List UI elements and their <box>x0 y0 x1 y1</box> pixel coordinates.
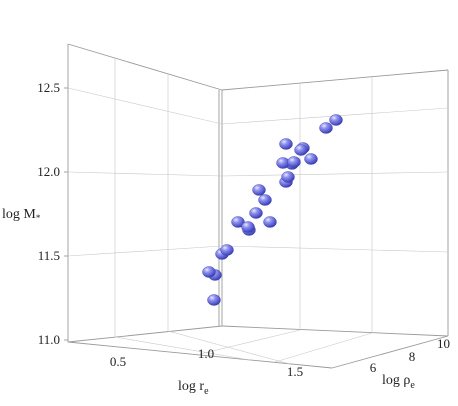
grid-floor-x-1.0 <box>167 330 291 365</box>
grid-z-11.5-left <box>67 245 223 257</box>
data-point <box>231 216 245 228</box>
grid-floor-y-6 <box>199 329 301 355</box>
x-tick-label: 0.5 <box>110 354 126 369</box>
y-axis-label-sub: e <box>410 380 415 391</box>
data-point <box>319 122 333 134</box>
y-tick-label: 8 <box>409 349 416 364</box>
z-axis-label-main: log M <box>2 207 36 222</box>
z-axis-label: log M* <box>2 207 41 223</box>
x-axis-label-main: log r <box>178 379 204 394</box>
plot-box <box>67 43 449 369</box>
data-point <box>329 114 343 126</box>
box-edge-front-right <box>331 335 449 369</box>
y-tick-label: 6 <box>370 360 377 375</box>
grid-floor-x-0.5 <box>114 336 251 361</box>
data-point <box>220 244 234 256</box>
box-edge-top-left <box>67 43 223 91</box>
box-edge-top-right <box>221 69 449 91</box>
z-axis-label-sub: * <box>36 213 41 223</box>
data-point <box>258 194 272 206</box>
z-tick-label: 12.0 <box>37 164 60 179</box>
box-edge-bottom-right <box>221 325 449 337</box>
grid-z-11.5-right <box>221 245 449 253</box>
data-point <box>263 216 277 228</box>
y-axis: 6 8 10 log ρe <box>370 336 450 391</box>
x-axis: 0.5 1.0 1.5 log re <box>110 346 303 397</box>
z-tick-label: 12.5 <box>37 80 60 95</box>
data-point <box>287 156 301 168</box>
grid-floor-y-8 <box>274 332 373 363</box>
data-point <box>304 153 318 165</box>
data-point <box>281 171 295 183</box>
x-axis-label-sub: e <box>204 386 209 397</box>
z-axis: 12.5 12.0 11.5 11.0 log M* <box>2 80 68 347</box>
data-points <box>202 114 343 306</box>
z-tick-label: 11.5 <box>38 248 60 263</box>
x-axis-label: log re <box>178 379 209 397</box>
data-point <box>294 144 308 156</box>
y-tick-label: 10 <box>437 336 450 351</box>
data-point <box>207 294 221 306</box>
data-point <box>202 266 216 278</box>
z-tick-label: 11.0 <box>38 332 60 347</box>
gridlines <box>67 58 449 365</box>
y-axis-label: log ρe <box>382 373 415 391</box>
data-point <box>241 221 255 233</box>
y-axis-label-main: log ρ <box>382 373 410 388</box>
x-tick-label: 1.5 <box>287 364 303 379</box>
grid-z-12.0-left <box>67 171 223 177</box>
data-point <box>252 184 266 196</box>
data-point <box>279 138 293 150</box>
x-tick-label: 1.0 <box>198 346 214 361</box>
grid-z-12.0-right <box>221 171 449 177</box>
box-edge-bottom-left <box>67 325 223 343</box>
data-point <box>249 207 263 219</box>
grid-z-12.5-left <box>67 87 223 125</box>
